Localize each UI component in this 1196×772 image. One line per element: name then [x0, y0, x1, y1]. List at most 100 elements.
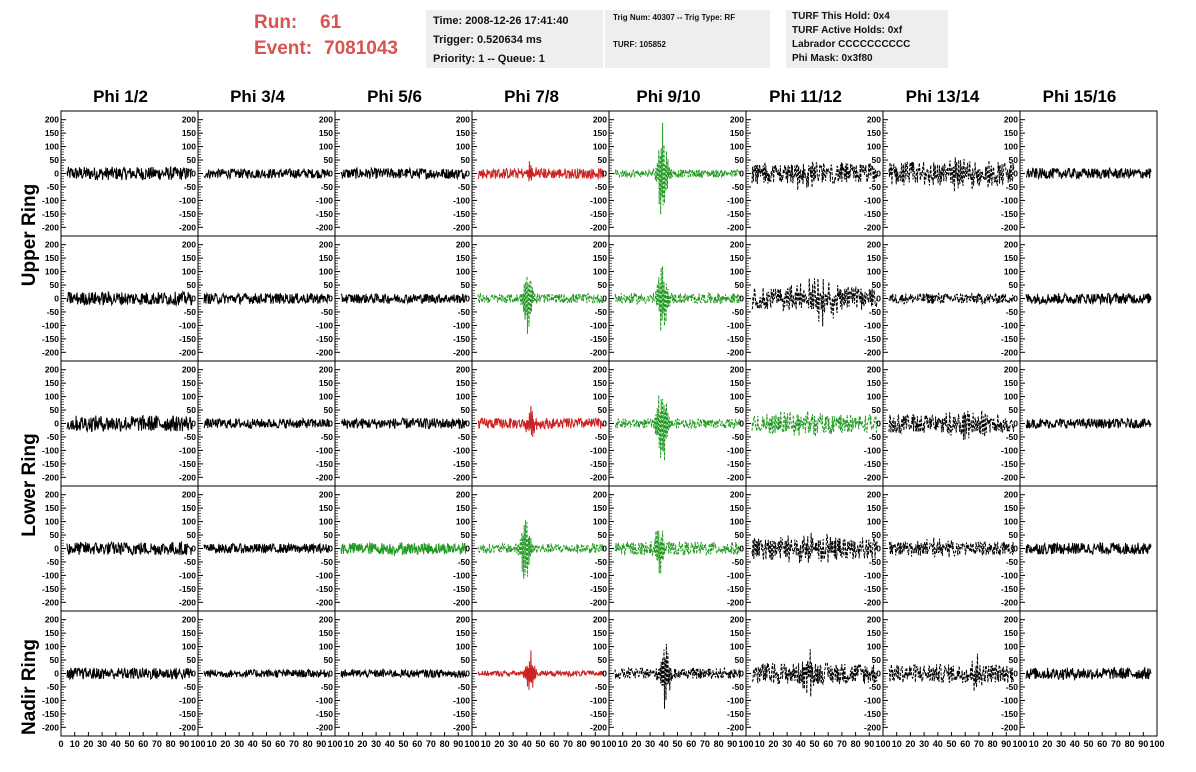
turf-hold-text: TURF This Hold: 0x4 — [792, 11, 890, 22]
y-tick-label: -150 — [590, 334, 607, 344]
y-tick-label: -200 — [316, 472, 333, 482]
y-tick-label: 50 — [50, 530, 60, 540]
y-tick-label: 100 — [319, 517, 333, 527]
y-tick-label: -200 — [590, 347, 607, 357]
panel-r2-c8: 200 150 100 50 0 -50 -100 -150 -200 — [1001, 235, 1158, 362]
panel-r3-c6: 200 150 100 50 0 -50 -100 -150 -200 — [727, 360, 884, 487]
y-tick-label: -200 — [42, 347, 59, 357]
panel-r3-c2: 200 150 100 50 0 -50 -100 -150 -200 — [179, 360, 336, 487]
y-tick-label: -100 — [42, 570, 59, 580]
x-tick-label: 50 — [124, 739, 134, 749]
x-tick-label: 10 — [1029, 739, 1039, 749]
y-tick-label: -200 — [179, 347, 196, 357]
waveform-r3-c3 — [340, 417, 467, 430]
x-tick-label: 30 — [645, 739, 655, 749]
waveform-r1-c5 — [614, 122, 741, 215]
y-tick-label: 50 — [735, 655, 745, 665]
y-tick-label: 50 — [872, 405, 882, 415]
y-tick-label: -150 — [727, 459, 744, 469]
x-tick-label: 70 — [974, 739, 984, 749]
y-tick-label: 150 — [1004, 253, 1018, 263]
y-tick-label: -150 — [42, 459, 59, 469]
x-tick-label: 100 — [190, 739, 205, 749]
y-tick-label: -150 — [864, 209, 881, 219]
y-tick-label: 100 — [319, 142, 333, 152]
y-tick-label: 100 — [593, 642, 607, 652]
y-tick-label: -200 — [453, 472, 470, 482]
y-tick-label: 150 — [45, 503, 59, 513]
y-tick-label: 150 — [319, 503, 333, 513]
y-tick-label: -200 — [864, 472, 881, 482]
panel-frame — [471, 485, 610, 612]
x-tick-label: 90 — [1001, 739, 1011, 749]
y-tick-label: -200 — [42, 597, 59, 607]
x-tick-label: 60 — [1097, 739, 1107, 749]
y-tick-label: 150 — [182, 628, 196, 638]
panel-r5-c3: 200 150 100 50 0 -50 -100 -150 -200 — [316, 610, 473, 737]
x-tick-label: 30 — [234, 739, 244, 749]
y-tick-label: 50 — [1009, 405, 1019, 415]
y-tick-label: 50 — [1009, 530, 1019, 540]
y-tick-label: -50 — [458, 307, 471, 317]
y-tick-label: 50 — [187, 155, 197, 165]
y-tick-label: -100 — [727, 195, 744, 205]
y-tick-label: -150 — [316, 709, 333, 719]
y-tick-label: 150 — [182, 253, 196, 263]
y-tick-label: 50 — [187, 405, 197, 415]
y-tick-label: -50 — [1006, 682, 1019, 692]
y-tick-label: 150 — [182, 503, 196, 513]
y-tick-label: 0 — [602, 669, 607, 679]
y-tick-label: -150 — [590, 459, 607, 469]
y-tick-label: 50 — [324, 155, 334, 165]
y-tick-label: -200 — [590, 722, 607, 732]
waveform-r1-c4 — [477, 161, 604, 182]
y-tick-label: -50 — [458, 682, 471, 692]
y-tick-label: -200 — [590, 222, 607, 232]
y-tick-label: 50 — [872, 530, 882, 540]
y-tick-label: 50 — [735, 530, 745, 540]
y-tick-label: -100 — [727, 320, 744, 330]
y-tick-label: -100 — [590, 570, 607, 580]
y-tick-label: 200 — [1004, 115, 1018, 125]
y-tick-label: 100 — [730, 392, 744, 402]
panel-r3-c1: 200 150 100 50 0 -50 -100 -150 -200 — [42, 360, 199, 487]
y-tick-label: 50 — [50, 155, 60, 165]
y-tick-label: 150 — [456, 128, 470, 138]
y-tick-label: 0 — [191, 669, 196, 679]
y-tick-label: 150 — [730, 503, 744, 513]
y-tick-label: -150 — [42, 584, 59, 594]
panel-r5-c4: 200 150 100 50 0 -50 -100 -150 -200 — [453, 610, 610, 737]
x-tick-label: 70 — [837, 739, 847, 749]
waveform-r2-c5 — [614, 266, 741, 331]
y-tick-label: 100 — [1004, 142, 1018, 152]
y-tick-label: 50 — [50, 280, 60, 290]
y-tick-label: -150 — [864, 334, 881, 344]
y-tick-label: 0 — [1013, 544, 1018, 554]
y-tick-label: -50 — [869, 182, 882, 192]
y-tick-label: -50 — [869, 307, 882, 317]
y-tick-label: -100 — [864, 195, 881, 205]
y-tick-label: 200 — [1004, 615, 1018, 625]
y-tick-label: 50 — [324, 280, 334, 290]
y-tick-label: 50 — [735, 280, 745, 290]
x-tick-label: 90 — [590, 739, 600, 749]
y-tick-label: 0 — [602, 419, 607, 429]
y-tick-label: 0 — [876, 669, 881, 679]
y-tick-label: -50 — [595, 557, 608, 567]
y-tick-label: 100 — [45, 642, 59, 652]
priority-text: Priority: 1 -- Queue: 1 — [433, 53, 545, 65]
y-tick-label: 0 — [328, 419, 333, 429]
y-tick-label: -100 — [864, 445, 881, 455]
y-tick-label: -150 — [179, 334, 196, 344]
y-tick-label: 0 — [465, 169, 470, 179]
y-tick-label: 100 — [319, 267, 333, 277]
x-tick-label: 70 — [563, 739, 573, 749]
y-tick-label: 100 — [45, 267, 59, 277]
x-tick-label: 70 — [1111, 739, 1121, 749]
waveform-r4-c7 — [888, 537, 1015, 558]
y-tick-label: 0 — [465, 669, 470, 679]
y-tick-label: 100 — [593, 267, 607, 277]
panel-r5-c6: 200 150 100 50 0 -50 -100 -150 -200 — [727, 610, 884, 737]
x-tick-label: 60 — [960, 739, 970, 749]
y-tick-label: 200 — [730, 615, 744, 625]
